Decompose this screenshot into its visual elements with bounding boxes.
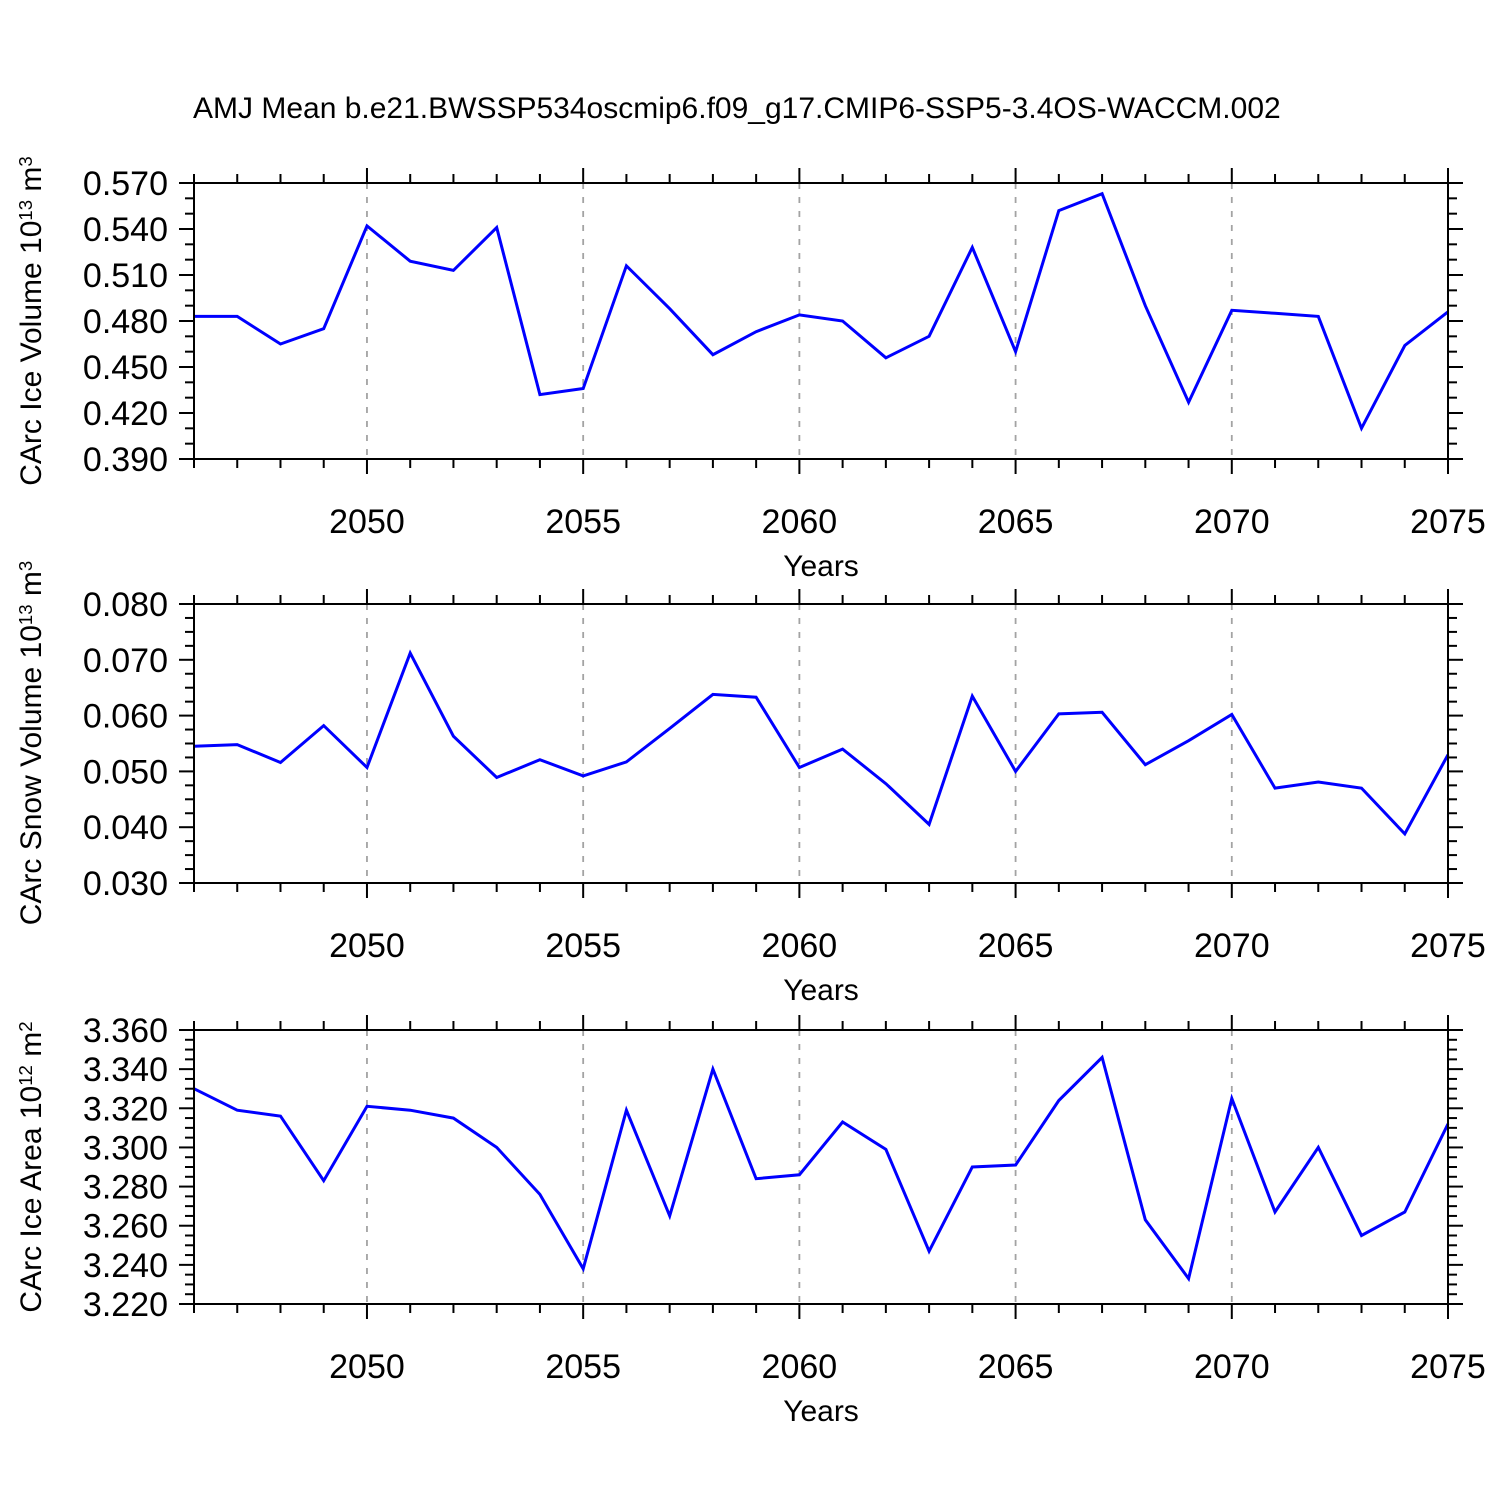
x-tick-label: 2065 xyxy=(978,1348,1054,1386)
axis-title-exponent: 13 xyxy=(14,199,36,221)
axis-title-unit-exponent: 3 xyxy=(14,560,36,572)
x-tick-label: 2070 xyxy=(1194,503,1270,541)
snow-volume-series-line xyxy=(193,649,1450,837)
y-tick-label: 3.260 xyxy=(83,1208,168,1246)
ice-volume-gridlines xyxy=(366,183,1449,459)
x-tick-label: 2065 xyxy=(978,503,1054,541)
y-tick-label: 0.420 xyxy=(83,395,168,433)
ice-volume-tick-labels: 0.390 0.420 0.450 0.480 0.510 0.540 0.570 2050 2… xyxy=(83,165,1486,541)
x-tick-label: 2070 xyxy=(1194,927,1270,965)
x-tick-label: 2055 xyxy=(545,1348,621,1386)
y-tick-label: 3.220 xyxy=(83,1286,168,1324)
ice-area-frame xyxy=(193,1029,1449,1305)
x-tick-label: 2070 xyxy=(1194,1348,1270,1386)
axis-title-text: CArc Ice Area 10 xyxy=(15,1085,49,1313)
ice-area-series-line xyxy=(193,1054,1450,1283)
axis-title-exponent: 12 xyxy=(14,1065,36,1086)
axis-title-unit-exponent: 3 xyxy=(14,156,36,167)
y-tick-label: 0.040 xyxy=(83,809,168,847)
snow-volume-chart: 0.030 0.040 0.050 0.060 0.070 0.080 2050 2055 20… xyxy=(83,586,1486,965)
x-tick-label: 2050 xyxy=(329,1348,405,1386)
y-tick-label: 0.450 xyxy=(83,349,168,387)
y-tick-label: 0.050 xyxy=(83,753,168,791)
y-tick-label: 3.360 xyxy=(83,1012,168,1050)
y-tick-label: 0.030 xyxy=(83,865,168,903)
snow-volume-tick-labels: 0.030 0.040 0.050 0.060 0.070 0.080 2050 2055 20… xyxy=(83,586,1486,965)
ice-area-axis-title: CArc Ice Area 1012 m2 xyxy=(15,1021,49,1312)
x-tick-label: 2060 xyxy=(762,503,838,541)
ice-area-chart: 3.2203.2403.2603.2803.3003.3203.3403.360… xyxy=(83,1012,1486,1386)
y-tick-label: 3.340 xyxy=(83,1051,168,1089)
y-tick-label: 0.480 xyxy=(83,303,168,341)
x-tick-label: 2075 xyxy=(1410,1348,1486,1386)
ice-volume-chart: 0.390 0.420 0.450 0.480 0.510 0.540 0.570 2050 2… xyxy=(83,165,1486,541)
y-tick-label: 3.320 xyxy=(83,1090,168,1128)
axis-title-unit: m xyxy=(15,1031,49,1066)
y-tick-label: 0.390 xyxy=(83,441,168,479)
ice-area-gridlines xyxy=(366,1030,1449,1304)
x-tick-label: 2075 xyxy=(1410,927,1486,965)
y-tick-label: 3.300 xyxy=(83,1129,168,1167)
x-tick-label: 2065 xyxy=(978,927,1054,965)
x-tick-label: 2055 xyxy=(545,503,621,541)
y-tick-label: 0.510 xyxy=(83,257,168,295)
ice-volume-axis-title: CArc Ice Volume 1013 m3 xyxy=(15,156,49,485)
y-tick-label: 0.080 xyxy=(83,586,168,624)
x-axis-label-ice-area: Years xyxy=(783,1395,859,1428)
y-tick-label: 0.540 xyxy=(83,211,168,249)
ice-area-ticks xyxy=(179,1015,1463,1319)
y-tick-label: 3.280 xyxy=(83,1169,168,1207)
y-tick-label: 0.060 xyxy=(83,698,168,736)
axis-title-unit: m xyxy=(15,166,49,200)
x-tick-label: 2075 xyxy=(1410,503,1486,541)
snow-volume-axis-title: CArc Snow Volume 1013 m3 xyxy=(15,561,49,926)
ice-volume-series-line xyxy=(194,191,1449,432)
x-tick-label: 2055 xyxy=(545,927,621,965)
axis-title-text: CArc Snow Volume 10 xyxy=(15,625,49,926)
axis-title-text: CArc Ice Volume 10 xyxy=(15,220,49,486)
ice-area-tick-labels: 3.2203.2403.2603.2803.3003.3203.3403.360… xyxy=(83,1012,1486,1386)
x-tick-label: 2050 xyxy=(329,503,405,541)
axis-title-unit-exponent: 2 xyxy=(14,1021,36,1032)
x-axis-label-ice-volume: Years xyxy=(783,550,859,583)
x-axis-label-snow-volume: Years xyxy=(783,974,859,1007)
ice-volume-ticks xyxy=(179,168,1463,474)
snow-volume-ticks xyxy=(179,589,1463,898)
x-tick-label: 2060 xyxy=(762,1348,838,1386)
snow-volume-frame xyxy=(193,603,1449,884)
y-tick-label: 0.070 xyxy=(83,642,168,680)
x-tick-label: 2060 xyxy=(762,927,838,965)
axis-title-unit: m xyxy=(15,571,49,605)
y-tick-label: 0.570 xyxy=(83,165,168,203)
snow-volume-gridlines xyxy=(366,604,1449,883)
ice-volume-frame xyxy=(193,182,1449,460)
axis-title-exponent: 13 xyxy=(14,604,36,626)
plot-title: AMJ Mean b.e21.BWSSP534oscmip6.f09_g17.C… xyxy=(193,92,1281,125)
x-tick-label: 2050 xyxy=(329,927,405,965)
y-tick-label: 3.240 xyxy=(83,1247,168,1285)
